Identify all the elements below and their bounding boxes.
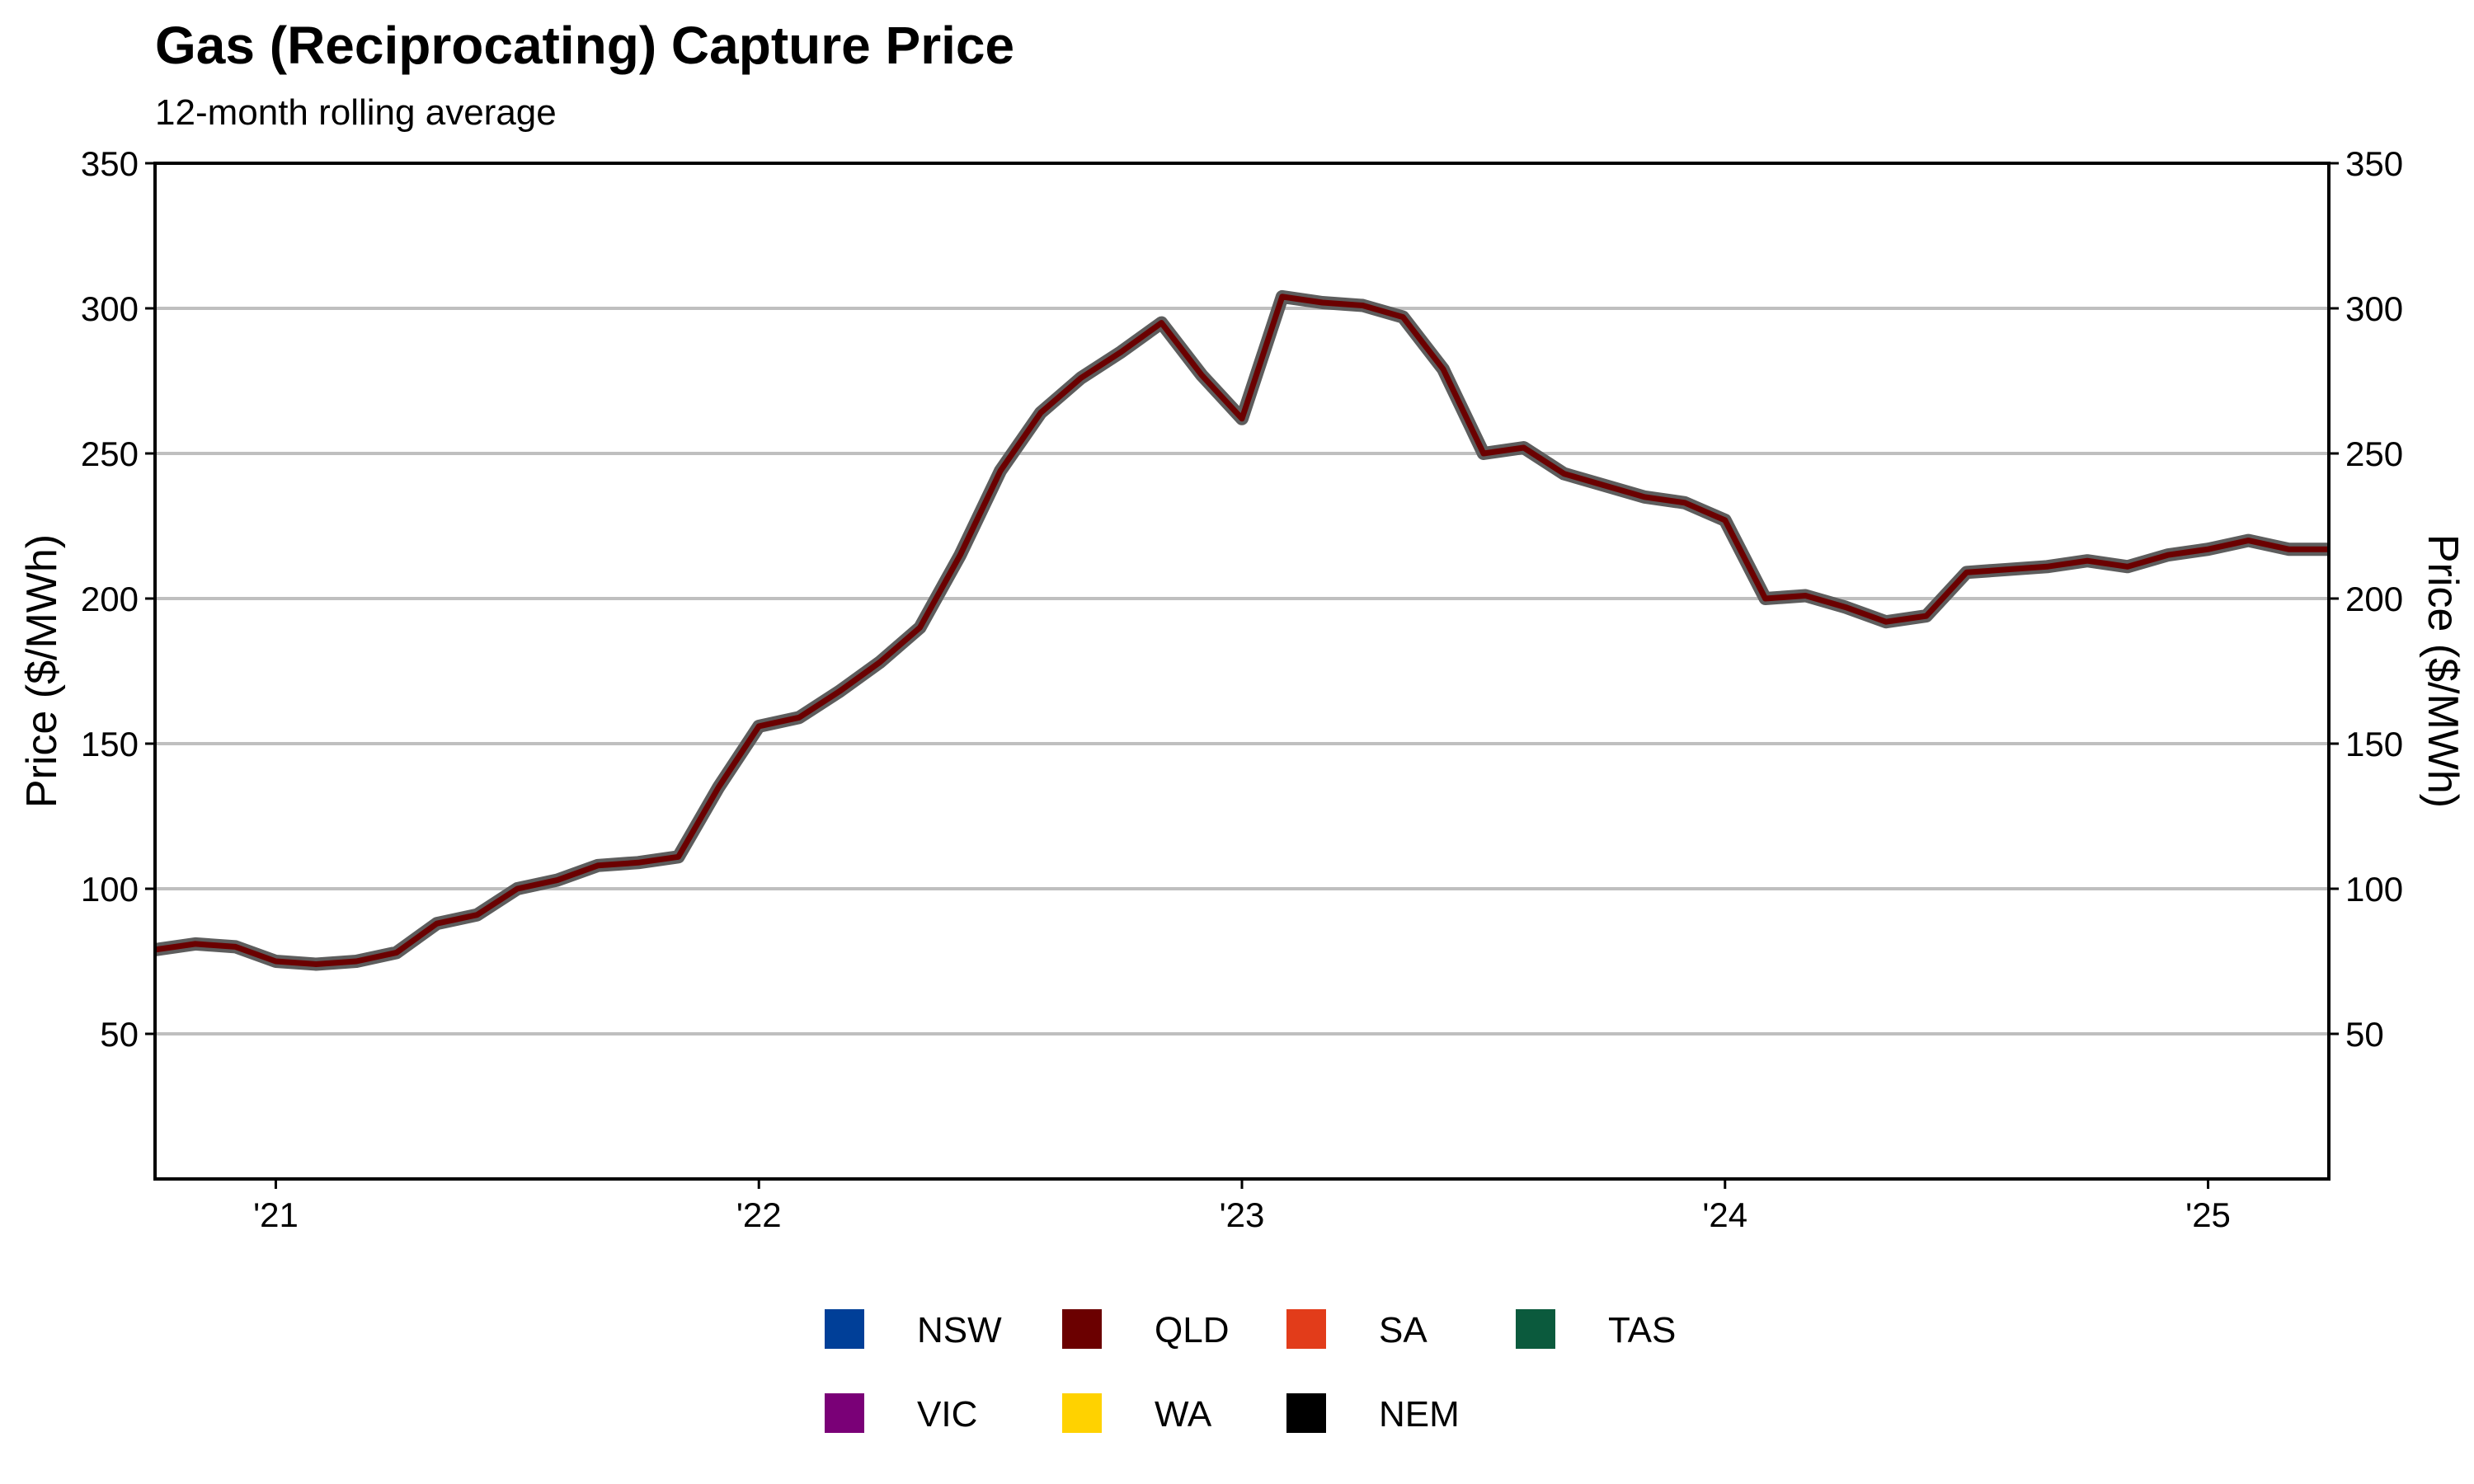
y-tick-label-left: 100 xyxy=(81,870,139,909)
y-tick-label-right: 100 xyxy=(2345,870,2403,909)
series-layer xyxy=(153,289,2329,971)
y-tick-label-left: 150 xyxy=(81,725,139,763)
legend-label: QLD xyxy=(1155,1310,1229,1350)
legend-item-nsw: NSW xyxy=(825,1309,1002,1350)
legend-item-vic: VIC xyxy=(825,1393,977,1435)
legend-label: NSW xyxy=(917,1310,1002,1350)
y-axis-title-right: Price ($/MWh) xyxy=(2419,534,2467,808)
y-tick-label-left: 200 xyxy=(81,580,139,618)
x-tick-label: '25 xyxy=(2185,1195,2231,1234)
series-outline-qld xyxy=(153,289,2329,971)
legend-item-tas: TAS xyxy=(1516,1309,1676,1350)
legend-swatch xyxy=(1062,1309,1102,1349)
y-tick-label-right: 200 xyxy=(2345,580,2403,618)
legend-label: WA xyxy=(1155,1394,1212,1435)
x-tick-label: '21 xyxy=(253,1195,299,1234)
legend-item-sa: SA xyxy=(1286,1309,1427,1350)
gridlines xyxy=(155,307,2329,1036)
y-tick-label-left: 300 xyxy=(81,289,139,328)
chart-subtitle: 12-month rolling average xyxy=(155,92,557,133)
plot-frame xyxy=(153,162,2331,1181)
legend-item-wa: WA xyxy=(1062,1393,1212,1435)
legend-swatch xyxy=(1286,1309,1326,1349)
legend-label: SA xyxy=(1379,1310,1427,1350)
chart-title: Gas (Reciprocating) Capture Price xyxy=(155,16,1015,75)
y-tick-label-right: 50 xyxy=(2345,1015,2384,1054)
legend-item-nem: NEM xyxy=(1286,1393,1460,1435)
legend-item-qld: QLD xyxy=(1062,1309,1229,1350)
y-tick-label-right: 350 xyxy=(2345,144,2403,183)
x-tick-label: '22 xyxy=(736,1195,782,1234)
y-tick-label-left: 250 xyxy=(81,434,139,473)
y-tick-label-left: 350 xyxy=(81,144,139,183)
legend-swatch xyxy=(1062,1393,1102,1433)
legend-swatch xyxy=(1286,1393,1326,1433)
y-axis-title-left: Price ($/MWh) xyxy=(18,534,66,808)
legend-label: TAS xyxy=(1608,1310,1676,1350)
axis-layer: 50 50 100 100 150 150 200 200 250 250 300 300 350 350… xyxy=(81,144,2403,1234)
y-tick-label-right: 150 xyxy=(2345,725,2403,763)
y-tick-label-right: 300 xyxy=(2345,289,2403,328)
legend: NSW QLD SA TAS VIC WA NEM xyxy=(825,1309,1676,1435)
legend-swatch xyxy=(825,1309,864,1349)
legend-swatch xyxy=(1516,1309,1555,1349)
y-tick-label-right: 250 xyxy=(2345,434,2403,473)
x-tick-label: '23 xyxy=(1220,1195,1265,1234)
legend-label: NEM xyxy=(1379,1394,1460,1435)
legend-swatch xyxy=(825,1393,864,1433)
x-tick-label: '24 xyxy=(1702,1195,1747,1234)
y-tick-label-left: 50 xyxy=(100,1015,139,1054)
series-line-qld xyxy=(154,294,2329,967)
legend-label: VIC xyxy=(917,1394,977,1435)
